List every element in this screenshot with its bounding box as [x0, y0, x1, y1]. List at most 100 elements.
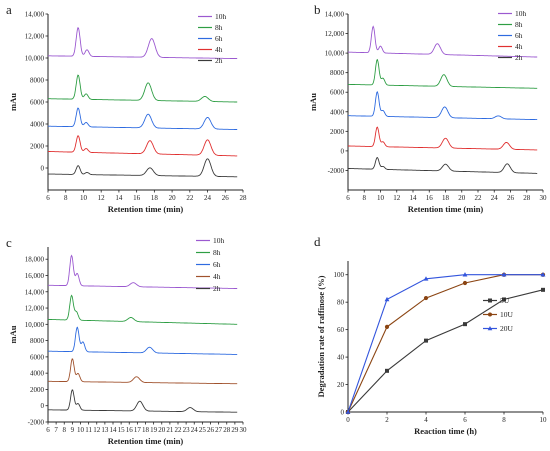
- x-tick-label: 20: [458, 194, 466, 202]
- series-line-4h: [348, 126, 538, 151]
- y-tick-label: 12,000: [25, 305, 45, 313]
- x-tick-label: 9: [71, 426, 75, 434]
- x-tick-label: 28: [523, 194, 531, 202]
- data-point-5U: [502, 297, 506, 302]
- legend-label-20U: 20U: [500, 324, 514, 333]
- data-point-20U: [462, 272, 468, 277]
- y-tick-label: 80: [337, 299, 345, 307]
- x-tick-label: 10: [377, 194, 385, 202]
- panel-label: b: [314, 2, 321, 17]
- y-tick-label: 20: [337, 381, 345, 389]
- legend-label-10h: 10h: [215, 12, 227, 21]
- x-tick-label: 8: [64, 194, 68, 202]
- chart-panel-a: a 6 8 10 12 14 16 18 20 22 24 26 28 0 2000 4000 6000 8000…: [6, 2, 247, 214]
- y-tick-label: 4000: [30, 121, 45, 129]
- x-tick-label: 25: [199, 426, 207, 434]
- series-line-4h: [48, 358, 238, 385]
- y-tick-label: -2000: [28, 419, 45, 427]
- x-tick-label: 22: [175, 426, 183, 434]
- x-tick-label: 10: [540, 416, 548, 424]
- y-tick-label: 60: [337, 326, 345, 334]
- legend-label-5U: 5U: [500, 296, 510, 305]
- x-tick-label: 24: [204, 194, 212, 202]
- y-tick-label: 4000: [30, 370, 45, 378]
- x-tick-label: 18: [151, 194, 159, 202]
- x-tick-label: 23: [183, 426, 191, 434]
- x-tick-label: 20: [169, 194, 177, 202]
- x-axis-title: Retention time (min): [408, 204, 484, 214]
- series-line-10U: [347, 274, 543, 413]
- y-tick-label: -2000: [328, 167, 345, 175]
- y-tick-label: 18,000: [25, 256, 45, 264]
- legend-label-4h: 4h: [213, 272, 221, 281]
- legend-marker-20U: [487, 326, 493, 331]
- series-line-8h: [348, 58, 538, 89]
- data-point-10U: [423, 295, 429, 301]
- series-line-8h: [48, 74, 238, 103]
- y-tick-label: 10,000: [325, 50, 345, 58]
- data-point-20U: [384, 296, 390, 302]
- y-axis-title: mAu: [8, 93, 18, 111]
- x-tick-label: 8: [363, 194, 367, 202]
- chart-panel-b: b 6 8 10 12 14 16 18 20 22 24 26 28 30 -2000 0 2000 4000 6…: [308, 2, 547, 214]
- data-point-20U: [345, 409, 351, 414]
- data-point-10U: [462, 280, 468, 286]
- y-tick-label: 16,000: [25, 272, 45, 280]
- y-tick-label: 40: [337, 354, 345, 362]
- series-line-2h: [48, 158, 238, 178]
- y-tick-label: 8000: [30, 77, 45, 85]
- y-tick-label: 10,000: [25, 321, 45, 329]
- legend-label-4h: 4h: [215, 45, 223, 54]
- legend-label-8h: 8h: [515, 20, 523, 29]
- chart-panel-c: c6 7 8 9 10 11 12 13 14 15 16 17 18 19 20 21 22 23 24 25 26 2…: [6, 235, 247, 446]
- y-tick-label: 2000: [30, 386, 45, 394]
- x-tick-label: 18: [442, 194, 450, 202]
- x-tick-label: 8: [502, 416, 506, 424]
- x-tick-label: 14: [110, 426, 118, 434]
- y-tick-label: 6000: [30, 353, 45, 361]
- legend-label-6h: 6h: [215, 34, 223, 43]
- y-axis-title: mAu: [8, 325, 18, 343]
- legend-label-10U: 10U: [500, 310, 514, 319]
- y-tick-label: 8000: [330, 69, 345, 77]
- data-point-5U: [463, 322, 467, 327]
- x-tick-label: 21: [166, 426, 174, 434]
- legend-label-8h: 8h: [213, 248, 221, 257]
- data-point-20U: [501, 272, 507, 277]
- data-point-20U: [540, 272, 546, 277]
- y-tick-label: 6000: [30, 99, 45, 107]
- x-tick-label: 20: [158, 426, 166, 434]
- x-tick-label: 6: [46, 426, 50, 434]
- x-tick-label: 22: [186, 194, 194, 202]
- series-line-4h: [48, 135, 238, 157]
- x-axis-title: Retention time (min): [108, 204, 184, 214]
- x-tick-label: 28: [223, 426, 231, 434]
- x-tick-label: 14: [115, 194, 123, 202]
- panel-label: d: [314, 234, 321, 249]
- x-tick-label: 26: [222, 194, 230, 202]
- x-tick-label: 6: [346, 194, 350, 202]
- x-tick-label: 15: [118, 426, 126, 434]
- y-tick-label: 0: [341, 147, 345, 155]
- x-tick-label: 16: [426, 194, 434, 202]
- series-line-6h: [348, 91, 538, 121]
- series-line-6h: [48, 107, 238, 130]
- series-line-10h: [48, 27, 238, 60]
- x-tick-label: 17: [134, 426, 142, 434]
- data-point-20U: [423, 276, 429, 281]
- panel-label: c: [6, 235, 12, 250]
- x-tick-label: 11: [85, 426, 92, 434]
- x-tick-label: 2: [385, 416, 389, 424]
- y-tick-label: 6000: [330, 89, 345, 97]
- x-tick-label: 30: [240, 426, 248, 434]
- x-tick-label: 27: [215, 426, 223, 434]
- x-tick-label: 24: [491, 194, 499, 202]
- y-tick-label: 12,000: [325, 30, 345, 38]
- series-line-10h: [348, 25, 538, 58]
- data-point-5U: [541, 287, 545, 292]
- legend-label-6h: 6h: [515, 31, 523, 40]
- x-tick-label: 12: [98, 194, 106, 202]
- x-tick-label: 16: [126, 426, 134, 434]
- x-tick-label: 10: [80, 194, 88, 202]
